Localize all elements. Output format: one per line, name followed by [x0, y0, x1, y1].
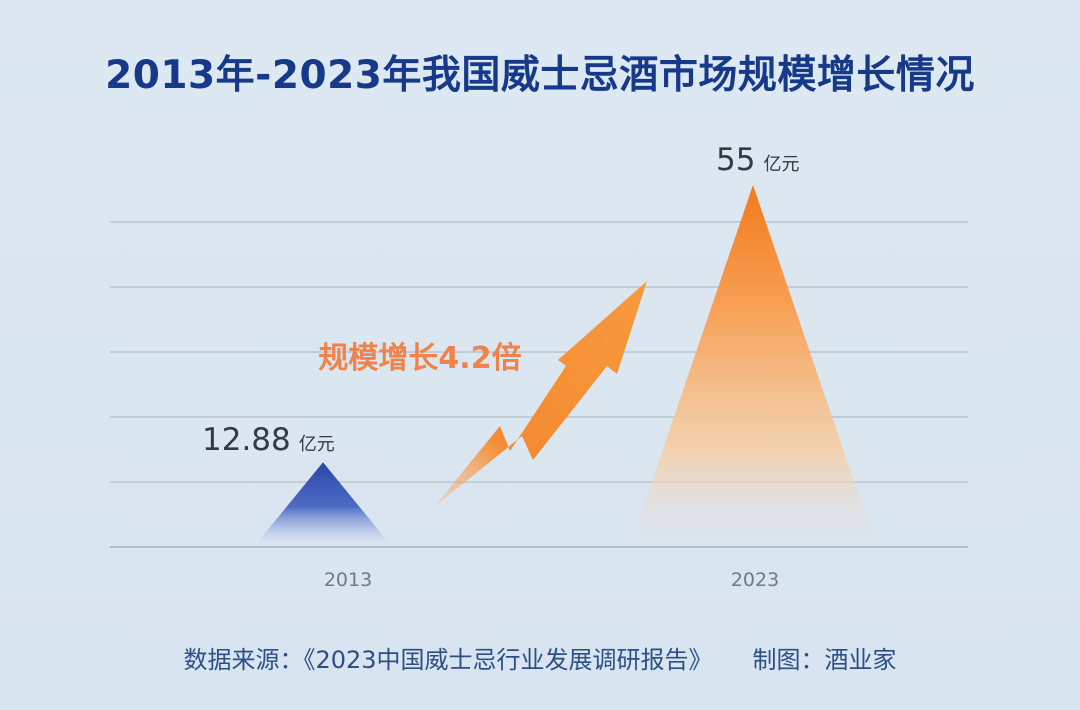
growth-annotation: 规模增长4.2倍: [318, 341, 521, 376]
chart-marks: 2013 12.88 亿元 2023 55 亿元: [202, 142, 875, 591]
x-tick-label: 2013: [324, 569, 372, 591]
source-label: 数据来源：《2023中国威士忌行业发展调研报告》: [183, 646, 713, 674]
bar-2023: [631, 185, 875, 543]
x-tick-label: 2023: [731, 569, 779, 591]
growth-arrow-icon: [434, 281, 647, 507]
bar-2013: [257, 462, 389, 543]
data-label: 55 亿元: [716, 142, 799, 178]
credit-label: 制图：酒业家: [752, 646, 897, 674]
footer: 数据来源：《2023中国威士忌行业发展调研报告》 制图：酒业家: [0, 640, 1080, 675]
chart-title: 2013年-2023年我国威士忌酒市场规模增长情况: [105, 53, 975, 98]
data-label: 12.88 亿元: [202, 422, 335, 458]
